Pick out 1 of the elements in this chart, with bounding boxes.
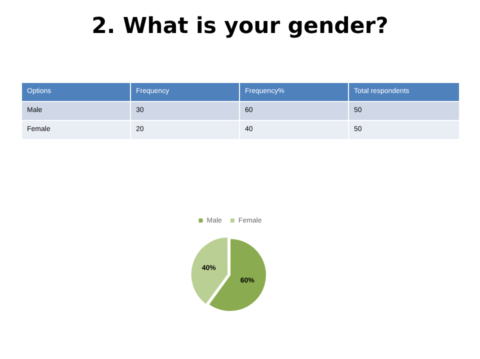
chart-title: 2. What is your gender? — [90, 14, 390, 39]
